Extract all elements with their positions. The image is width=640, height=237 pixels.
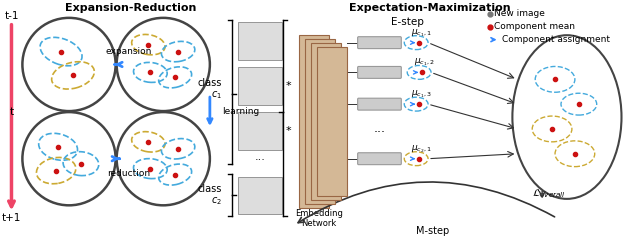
Text: Embedding
Network: Embedding Network <box>295 209 343 228</box>
Text: Expectation-Maximization: Expectation-Maximization <box>349 3 511 13</box>
Text: Component mean: Component mean <box>493 22 575 31</box>
Text: class
$c_2$: class $c_2$ <box>197 184 222 207</box>
Text: reduction: reduction <box>107 169 150 178</box>
Text: Component assignment: Component assignment <box>502 35 611 44</box>
Text: $\mathcal{L}_{overall}$: $\mathcal{L}_{overall}$ <box>532 187 566 200</box>
Ellipse shape <box>22 112 116 205</box>
Polygon shape <box>299 35 329 208</box>
Text: $\mu_{c_1,2}$: $\mu_{c_1,2}$ <box>414 57 435 68</box>
Text: t+1: t+1 <box>2 213 21 223</box>
FancyBboxPatch shape <box>358 98 401 110</box>
Text: ...: ... <box>255 152 266 162</box>
Ellipse shape <box>116 18 210 111</box>
Text: t-1: t-1 <box>4 11 19 21</box>
Text: $\mu_{c_1,1}$: $\mu_{c_1,1}$ <box>412 27 432 38</box>
Text: class
$c_1$: class $c_1$ <box>197 77 222 101</box>
FancyBboxPatch shape <box>237 177 282 214</box>
Text: $\mu_{c_2,1}$: $\mu_{c_2,1}$ <box>412 143 432 155</box>
Text: t: t <box>10 107 13 117</box>
Polygon shape <box>317 47 347 196</box>
FancyBboxPatch shape <box>358 66 401 78</box>
Text: *: * <box>285 81 291 91</box>
Text: M-step: M-step <box>417 226 450 236</box>
Text: $\mu_{c_1,3}$: $\mu_{c_1,3}$ <box>412 88 432 100</box>
Text: Expansion-Reduction: Expansion-Reduction <box>65 3 196 13</box>
FancyBboxPatch shape <box>237 68 282 105</box>
Text: *: * <box>285 126 291 136</box>
FancyBboxPatch shape <box>358 153 401 165</box>
Text: ...: ... <box>374 123 385 136</box>
FancyBboxPatch shape <box>358 37 401 49</box>
Ellipse shape <box>22 18 116 111</box>
Polygon shape <box>311 43 340 200</box>
FancyBboxPatch shape <box>237 112 282 150</box>
Polygon shape <box>305 39 335 204</box>
Ellipse shape <box>513 35 621 199</box>
Text: learning: learning <box>222 107 259 116</box>
Text: expansion: expansion <box>106 47 152 56</box>
FancyBboxPatch shape <box>237 22 282 59</box>
Ellipse shape <box>116 112 210 205</box>
Text: New image: New image <box>493 9 545 18</box>
Text: E-step: E-step <box>392 17 424 27</box>
